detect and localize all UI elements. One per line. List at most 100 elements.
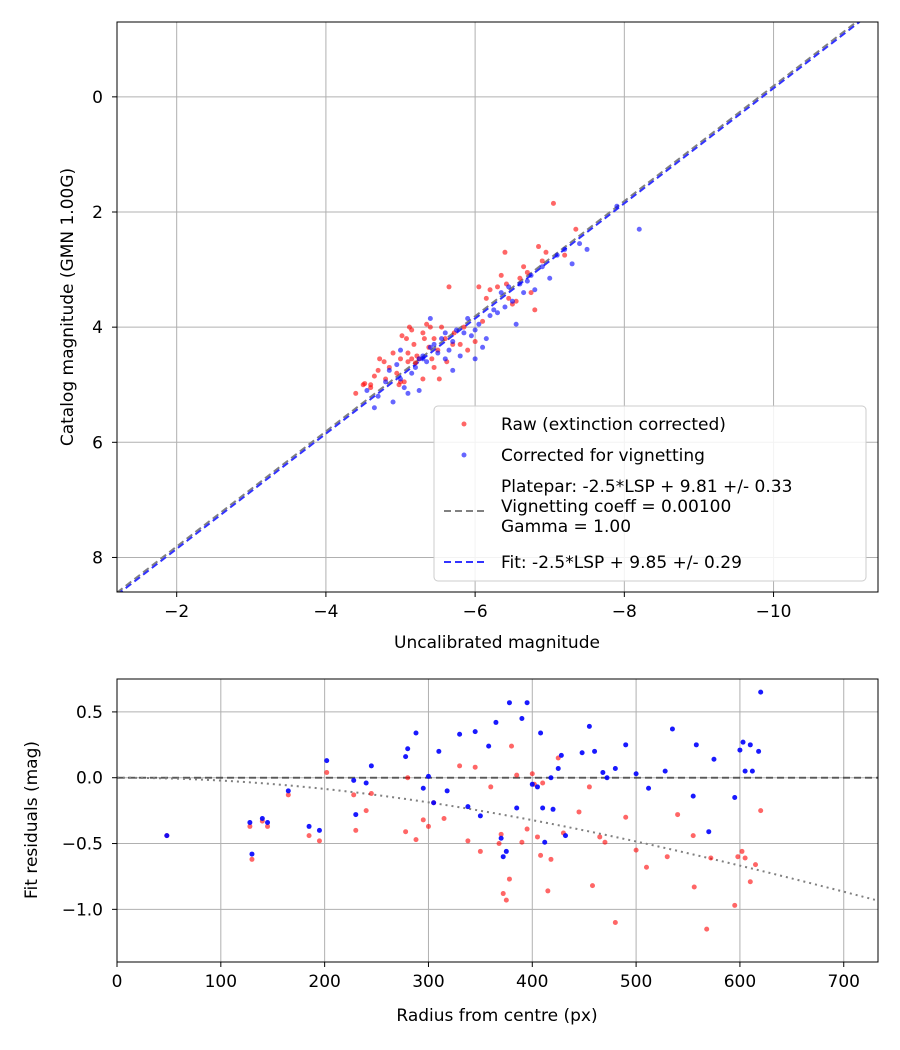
- raw-residual-point: [285, 792, 291, 798]
- corrected-point: [532, 287, 538, 293]
- raw-point: [543, 249, 549, 255]
- legend-platepar-line-text: Vignetting coeff = 0.00100: [501, 497, 731, 517]
- corrected-point: [453, 327, 459, 333]
- corrected-residual-point: [506, 700, 512, 706]
- raw-point: [446, 284, 452, 290]
- raw-residual-point: [534, 834, 540, 840]
- raw-point: [472, 339, 478, 345]
- bottom-x-tick-label: 100: [205, 972, 237, 992]
- bottom-x-tick-label: 300: [412, 972, 444, 992]
- raw-point: [431, 336, 437, 342]
- bottom-x-tick-label: 200: [308, 972, 340, 992]
- corrected-residual-point: [363, 780, 369, 786]
- legend-raw-label: Raw (extinction corrected): [501, 415, 726, 435]
- corrected-residual-point: [472, 729, 478, 735]
- raw-point: [429, 356, 435, 362]
- corrected-point: [383, 379, 389, 385]
- raw-residual-point: [747, 879, 753, 885]
- raw-point: [368, 382, 374, 388]
- raw-point: [536, 244, 542, 250]
- raw-residual-point: [576, 809, 582, 815]
- legend-corrected-label: Corrected for vignetting: [501, 446, 705, 466]
- corrected-point: [502, 304, 508, 310]
- top-fit-lines: [117, 22, 861, 592]
- raw-point: [442, 336, 448, 342]
- raw-residual-point: [306, 833, 312, 839]
- bottom-x-axis-label: Radius from centre (px): [396, 1006, 597, 1026]
- corrected-residual-point: [612, 766, 618, 772]
- corrected-point: [636, 226, 642, 232]
- corrected-residual-point: [493, 719, 499, 725]
- corrected-residual-point: [711, 756, 717, 762]
- corrected-residual-point: [555, 766, 561, 772]
- raw-residual-point: [405, 775, 411, 781]
- bottom-x-tick-label: 700: [828, 972, 860, 992]
- raw-residual-point: [752, 862, 758, 868]
- bottom-x-tick-label: 0: [112, 972, 123, 992]
- corrected-point: [465, 316, 471, 322]
- raw-point: [412, 360, 418, 366]
- raw-residual-point: [704, 926, 710, 932]
- top-x-tick-label: −10: [756, 602, 792, 622]
- raw-point: [457, 341, 463, 347]
- raw-point: [532, 307, 538, 313]
- corrected-residual-point: [477, 813, 483, 819]
- raw-residual-point: [623, 814, 629, 820]
- corrected-point: [517, 281, 523, 287]
- corrected-point: [487, 313, 493, 319]
- raw-residual-point: [498, 831, 504, 837]
- corrected-point: [491, 307, 497, 313]
- corrected-residual-point: [431, 800, 437, 806]
- raw-residual-point: [425, 823, 431, 829]
- legend-platepar-label: Platepar: -2.5*LSP + 9.81 +/- 0.33 Vignet…: [501, 477, 792, 537]
- raw-residual-point: [351, 792, 357, 798]
- raw-residual-point: [519, 839, 525, 845]
- corrected-residual-point: [524, 700, 530, 706]
- corrected-residual-point: [579, 750, 585, 756]
- corrected-residual-point: [413, 730, 419, 736]
- raw-point: [409, 356, 415, 362]
- corrected-point: [495, 310, 500, 316]
- raw-residual-point: [758, 808, 764, 814]
- corrected-residual-point: [529, 781, 535, 787]
- top-scatter-points: [353, 200, 642, 411]
- corrected-residual-point: [519, 715, 525, 721]
- legend-box: [433, 405, 867, 582]
- corrected-residual-point: [425, 773, 431, 779]
- raw-point: [420, 376, 426, 382]
- corrected-point: [424, 359, 430, 365]
- corrected-point: [442, 330, 448, 336]
- corrected-residual-point: [623, 742, 629, 748]
- raw-point: [517, 275, 523, 281]
- raw-point: [420, 330, 426, 336]
- corrected-residual-point: [444, 788, 450, 794]
- raw-point: [427, 324, 433, 330]
- corrected-point: [412, 364, 418, 370]
- corrected-residual-point: [265, 819, 271, 825]
- corrected-point: [569, 261, 575, 267]
- corrected-residual-point: [600, 769, 606, 775]
- corrected-residual-point: [633, 771, 639, 777]
- raw-point: [403, 336, 409, 342]
- raw-point: [487, 287, 493, 293]
- raw-residual-point: [548, 856, 554, 862]
- raw-point: [381, 359, 387, 365]
- raw-residual-point: [735, 854, 741, 860]
- corrected-residual-point: [538, 730, 544, 736]
- raw-residual-point: [500, 891, 506, 897]
- corrected-residual-point: [540, 805, 546, 811]
- top-x-axis-label: Uncalibrated magnitude: [394, 633, 600, 653]
- raw-residual-point: [633, 847, 639, 853]
- raw-point: [394, 370, 400, 376]
- raw-residual-point: [265, 823, 271, 829]
- raw-point: [375, 367, 381, 373]
- corrected-point: [420, 356, 426, 362]
- corrected-point: [439, 336, 445, 342]
- raw-residual-point: [324, 769, 330, 775]
- platepar-fit-line: [117, 22, 859, 592]
- corrected-residual-point: [534, 784, 540, 790]
- raw-point: [390, 350, 396, 356]
- raw-point: [409, 327, 415, 333]
- corrected-residual-point: [306, 823, 312, 829]
- corrected-point: [416, 387, 422, 393]
